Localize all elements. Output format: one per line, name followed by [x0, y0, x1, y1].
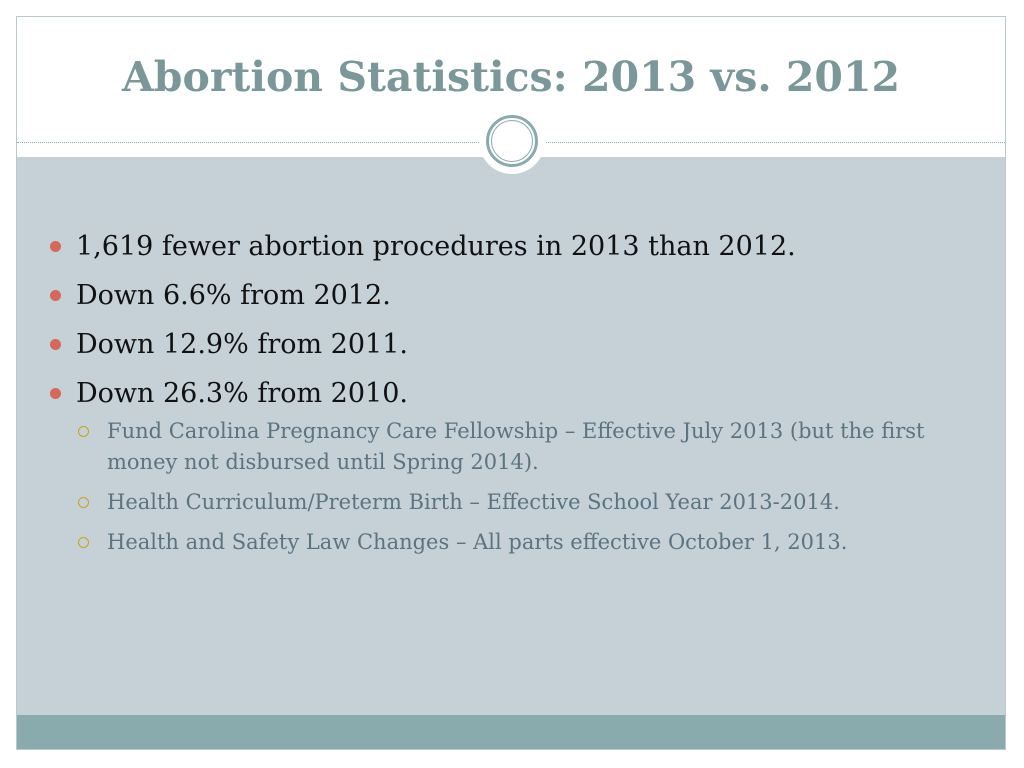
bullet-item: 1,619 fewer abortion procedures in 2013 …	[17, 229, 977, 265]
sub-bullet-list: Fund Carolina Pregnancy Care Fellowship …	[76, 416, 977, 558]
ring-bullet-icon	[78, 497, 89, 508]
slide: Abortion Statistics: 2013 vs. 2012 1,619…	[16, 16, 1006, 750]
filled-circle-bullet-icon	[50, 290, 61, 301]
ornament-inner-ring	[491, 120, 533, 162]
filled-circle-bullet-icon	[50, 339, 61, 350]
sub-bullet-text: Fund Carolina Pregnancy Care Fellowship …	[107, 419, 925, 474]
sub-bullet-item: Fund Carolina Pregnancy Care Fellowship …	[76, 416, 977, 478]
bullet-item: Down 26.3% from 2010. Fund Carolina Preg…	[17, 376, 977, 558]
bullet-text: Down 6.6% from 2012.	[76, 280, 391, 311]
bullet-list: 1,619 fewer abortion procedures in 2013 …	[17, 229, 977, 571]
bullet-text: Down 26.3% from 2010.	[76, 378, 408, 409]
footer-bar	[17, 715, 1005, 749]
content-area	[17, 157, 1005, 717]
slide-title: Abortion Statistics: 2013 vs. 2012	[122, 53, 900, 101]
bullet-item: Down 12.9% from 2011.	[17, 327, 977, 363]
filled-circle-bullet-icon	[50, 241, 61, 252]
ring-bullet-icon	[78, 537, 89, 548]
sub-bullet-text: Health Curriculum/Preterm Birth – Effect…	[107, 490, 840, 514]
sub-bullet-item: Health and Safety Law Changes – All part…	[76, 527, 977, 558]
filled-circle-bullet-icon	[50, 388, 61, 399]
sub-bullet-item: Health Curriculum/Preterm Birth – Effect…	[76, 487, 977, 518]
bullet-item: Down 6.6% from 2012.	[17, 278, 977, 314]
sub-bullet-text: Health and Safety Law Changes – All part…	[107, 530, 848, 554]
bullet-text: 1,619 fewer abortion procedures in 2013 …	[76, 231, 796, 262]
bullet-text: Down 12.9% from 2011.	[76, 329, 408, 360]
ring-bullet-icon	[78, 426, 89, 437]
